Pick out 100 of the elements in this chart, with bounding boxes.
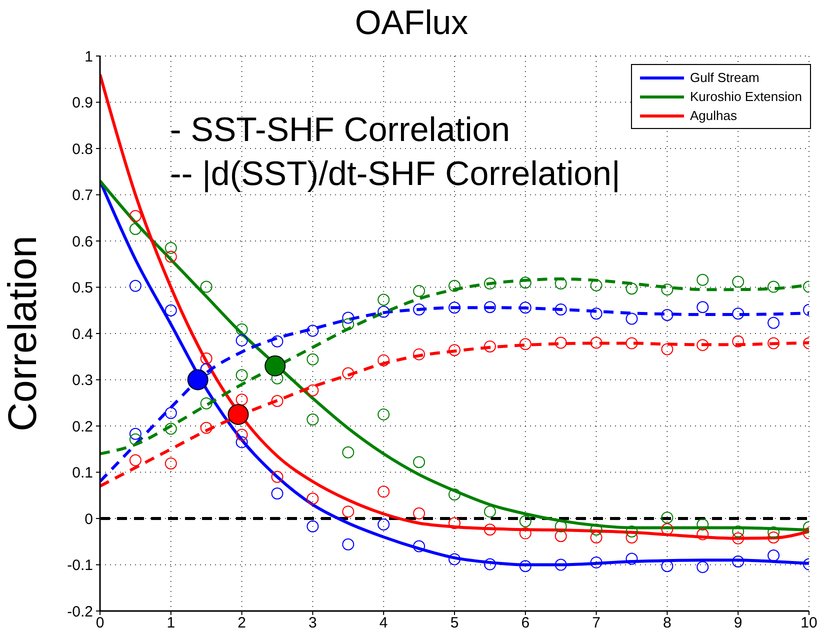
point <box>413 284 426 297</box>
point <box>661 343 674 356</box>
point <box>378 518 390 531</box>
point <box>342 538 354 550</box>
point <box>129 280 142 292</box>
point <box>732 525 744 538</box>
point <box>378 306 390 318</box>
point <box>484 506 496 518</box>
x-tick-label: 2 <box>238 614 246 632</box>
point <box>590 308 602 320</box>
point <box>271 470 284 483</box>
point <box>732 556 744 568</box>
point <box>519 276 532 289</box>
point <box>696 528 709 540</box>
point <box>554 558 567 571</box>
x-tick-label: 1 <box>166 614 176 632</box>
point <box>164 457 177 470</box>
y-tick-label: -0.2 <box>67 603 93 620</box>
point <box>732 308 744 320</box>
point <box>696 339 709 352</box>
point <box>448 553 460 566</box>
point <box>164 407 177 420</box>
y-axis-title: Correlation <box>1 236 46 432</box>
point <box>768 526 780 538</box>
point <box>378 354 390 366</box>
x-tick-label: 4 <box>379 614 388 632</box>
y-tick-label: -0.1 <box>67 557 93 574</box>
point <box>378 408 390 420</box>
chart-title: OAFlux <box>354 4 470 43</box>
point <box>129 210 142 222</box>
point <box>484 340 496 352</box>
point <box>306 520 319 532</box>
point <box>661 512 674 524</box>
point <box>732 276 744 288</box>
point <box>661 309 674 321</box>
point <box>306 324 319 337</box>
point <box>484 558 496 570</box>
point <box>164 242 177 254</box>
point <box>413 303 426 316</box>
y-tick-label: 0.5 <box>72 280 93 297</box>
y-tick-label: 0.7 <box>72 187 93 204</box>
point <box>129 433 142 446</box>
x-tick-label: 9 <box>734 614 742 632</box>
point <box>519 515 532 528</box>
point <box>519 338 532 350</box>
point <box>236 436 248 448</box>
point <box>768 337 780 350</box>
point <box>732 532 744 544</box>
y-tick-label: 1 <box>84 48 93 66</box>
point <box>590 531 602 544</box>
point <box>732 335 744 348</box>
y-tick-label: 0 <box>84 510 93 528</box>
point <box>342 318 354 330</box>
point <box>590 524 602 536</box>
x-tick-label: 0 <box>96 614 104 632</box>
x-tick-label: 5 <box>450 614 459 632</box>
point <box>448 517 460 530</box>
point <box>590 279 602 292</box>
point <box>519 527 532 540</box>
point <box>271 488 284 500</box>
y-tick-label: 0.4 <box>72 326 93 343</box>
point <box>554 520 567 532</box>
point <box>200 422 212 434</box>
point <box>554 530 567 542</box>
point <box>236 323 248 336</box>
point <box>768 316 780 329</box>
y-tick-label: 0.1 <box>72 464 93 482</box>
point <box>590 336 602 349</box>
point <box>342 367 354 380</box>
point <box>200 397 212 410</box>
point <box>590 556 602 568</box>
point <box>448 488 460 500</box>
point <box>306 414 319 426</box>
point <box>484 278 496 290</box>
point <box>696 518 709 531</box>
point <box>236 369 248 382</box>
point <box>413 540 426 552</box>
point <box>236 334 248 346</box>
point <box>129 454 142 466</box>
y-tick-label: 0.3 <box>72 372 93 390</box>
line-series <box>100 277 809 456</box>
point <box>271 395 284 408</box>
point <box>519 302 532 314</box>
point <box>129 428 142 440</box>
point <box>164 304 177 316</box>
point <box>129 222 142 235</box>
point <box>626 312 638 325</box>
point <box>519 560 532 572</box>
point <box>484 524 496 536</box>
point <box>378 294 390 306</box>
y-tick-label: 0.6 <box>72 233 93 250</box>
point <box>696 561 709 574</box>
y-tick-label: 0.9 <box>72 94 93 112</box>
point <box>378 486 390 498</box>
x-tick-label: 10 <box>800 614 818 632</box>
annotation: - SST-SHF Correlation <box>170 110 512 151</box>
legend-label: Agulhas <box>690 108 737 123</box>
point <box>164 250 177 263</box>
point <box>696 301 709 314</box>
point <box>342 312 354 324</box>
